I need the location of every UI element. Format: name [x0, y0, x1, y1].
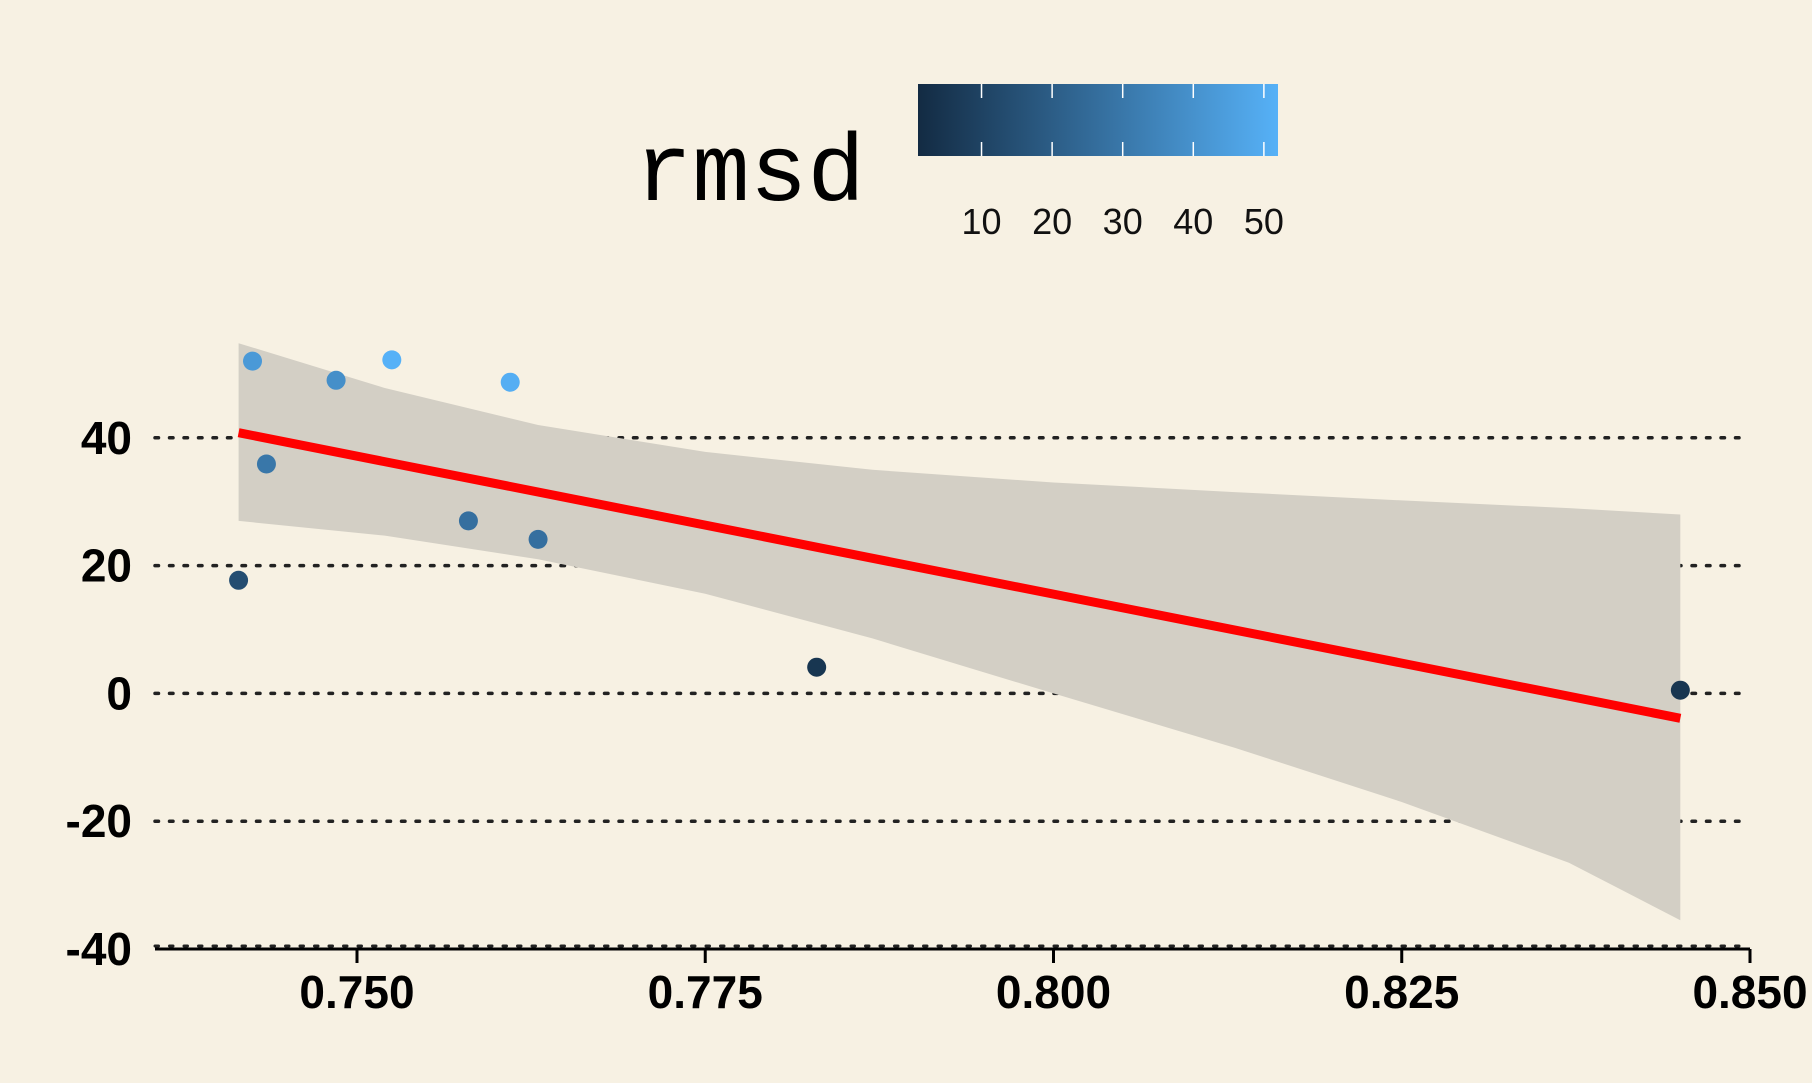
- colorbar: [918, 84, 1278, 156]
- data-point: [229, 570, 249, 590]
- axes: -40 -20 0 20 40 0.750 0.775 0.800 0.825 0.850: [66, 412, 1808, 1018]
- data-point: [382, 350, 402, 370]
- data-point: [326, 370, 346, 390]
- legend-tick-label: 50: [1244, 201, 1284, 242]
- x-tick-label: 0.850: [1692, 966, 1807, 1018]
- y-tick-label: 0: [106, 667, 132, 719]
- y-tick-label: 20: [81, 540, 132, 592]
- data-point: [256, 454, 276, 474]
- data-point: [1670, 680, 1690, 700]
- fit-line-layer: [237, 428, 1682, 723]
- y-tick-label: -40: [66, 923, 132, 975]
- legend-tick-label: 40: [1173, 201, 1213, 242]
- colorbar-ticks: 10 20 30 40 50: [962, 84, 1284, 242]
- legend-tick-label: 10: [962, 201, 1002, 242]
- legend-tick-label: 30: [1103, 201, 1143, 242]
- points-layer: [229, 350, 1690, 700]
- confidence-band-layer: [238, 343, 1681, 921]
- legend-title: rmsd: [635, 120, 865, 229]
- data-point: [243, 351, 263, 371]
- x-tick-label: 0.825: [1344, 966, 1459, 1018]
- data-point: [500, 372, 520, 392]
- legend-tick-label: 20: [1032, 201, 1072, 242]
- y-tick-label: -20: [66, 795, 132, 847]
- data-point: [807, 657, 827, 677]
- x-tick-label: 0.750: [299, 966, 414, 1018]
- colorbar-legend: rmsd 10 20 30 40 50: [635, 84, 1284, 242]
- x-tick-label: 0.800: [996, 966, 1111, 1018]
- x-tick-label: 0.775: [648, 966, 763, 1018]
- y-tick-label: 40: [81, 412, 132, 464]
- data-point: [528, 529, 548, 549]
- data-point: [458, 511, 478, 531]
- fit-line: [237, 428, 1682, 723]
- confidence-band: [238, 343, 1681, 921]
